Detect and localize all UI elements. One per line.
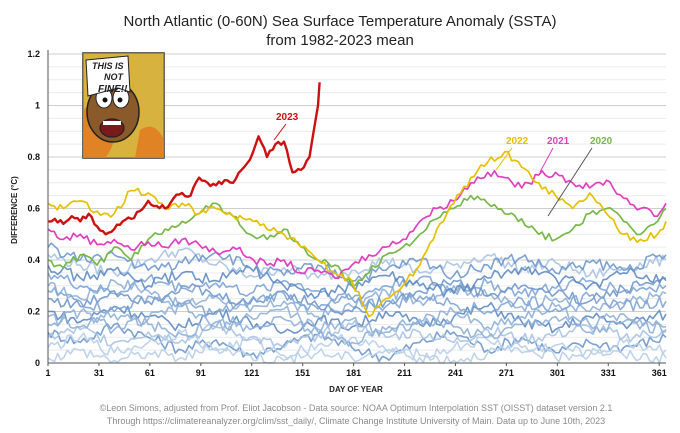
footer-credit-line1: ©Leon Simons, adjusted from Prof. Eliot … <box>100 403 613 413</box>
x-axis-label: DAY OF YEAR <box>329 385 383 394</box>
x-tick-label: 361 <box>652 368 667 378</box>
y-tick-label: 0.6 <box>27 204 40 214</box>
x-tick-label: 91 <box>196 368 206 378</box>
y-axis-label: DIFFERENCE (°C) <box>10 176 19 244</box>
tick-labels: 0 0.2 0.4 0.6 0.8 1 1.2 1 31 61 91 121 151 181 211 241 2… <box>27 49 666 378</box>
y-tick-label: 1 <box>35 101 40 111</box>
series-line-historical <box>47 328 667 364</box>
series-line-historical <box>47 342 667 364</box>
series-line-historical <box>47 242 667 284</box>
series-line-historical <box>47 264 667 299</box>
series-line-historical <box>47 319 667 349</box>
y-tick-label: 1.2 <box>27 49 40 59</box>
x-tick-label: 271 <box>499 368 514 378</box>
x-tick-label: 241 <box>448 368 463 378</box>
x-tick-label: 1 <box>45 368 50 378</box>
y-tick-label: 0.4 <box>27 255 40 265</box>
series-pointer-2023 <box>273 123 287 141</box>
series-line-2023 <box>48 82 321 236</box>
x-tick-label: 181 <box>346 368 361 378</box>
comic-inset-illustration: THIS IS NOT FINE!! <box>82 52 165 159</box>
series-line-historical <box>47 310 667 347</box>
highlighted-series-group <box>47 82 667 318</box>
series-label-2020: 2020 <box>590 136 613 147</box>
series-line-historical <box>47 277 667 316</box>
series-line-historical <box>47 322 667 363</box>
series-label-2022: 2022 <box>506 136 529 147</box>
x-tick-label: 331 <box>601 368 616 378</box>
series-line-historical <box>47 279 667 322</box>
series-label-2021: 2021 <box>547 136 570 147</box>
y-tick-label: 0.2 <box>27 307 40 317</box>
gridlines <box>48 53 666 351</box>
footer-credit-line2: Through https://climatereanalyzer.org/cl… <box>107 416 605 426</box>
series-line-historical <box>47 286 667 318</box>
background-series-group <box>47 242 667 364</box>
series-line-historical <box>47 272 667 302</box>
chart-title-line2: from 1982-2023 mean <box>266 32 414 49</box>
series-pointer-2022 <box>495 147 513 171</box>
series-line-2020 <box>47 194 667 287</box>
x-tick-label: 301 <box>550 368 565 378</box>
series-pointer-2020 <box>547 147 593 217</box>
x-tick-label: 31 <box>94 368 104 378</box>
series-line-2022 <box>47 150 667 318</box>
comic-text-line1: THIS IS <box>92 61 124 71</box>
x-tick-label: 121 <box>244 368 259 378</box>
x-tick-label: 61 <box>145 368 155 378</box>
comic-text-line2: NOT <box>104 72 125 82</box>
comic-text-line3: FINE!! <box>98 84 128 95</box>
axes <box>47 50 666 364</box>
series-line-2021 <box>47 169 667 280</box>
chart-title-line1: North Atlantic (0-60N) Sea Surface Tempe… <box>124 13 557 30</box>
series-line-historical <box>47 247 667 281</box>
y-tick-label: 0 <box>35 358 40 368</box>
x-tick-label: 151 <box>295 368 310 378</box>
series-pointer-2021 <box>539 147 554 173</box>
series-label-2023: 2023 <box>276 112 299 123</box>
y-tick-label: 0.8 <box>27 152 40 162</box>
x-tick-label: 211 <box>397 368 412 378</box>
